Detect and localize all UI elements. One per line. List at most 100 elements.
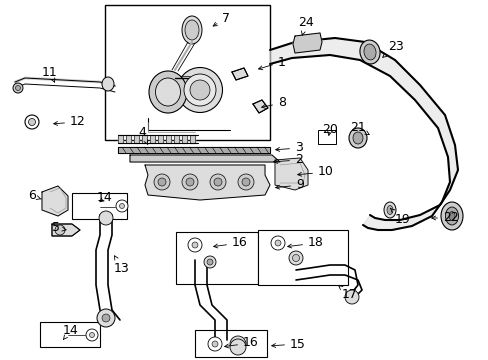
Polygon shape [118,147,269,153]
Bar [195,330,266,357]
Ellipse shape [209,174,225,190]
Ellipse shape [383,202,395,218]
Ellipse shape [348,128,366,148]
Text: 9: 9 [275,179,303,192]
Text: 21: 21 [349,121,368,135]
Text: 18: 18 [287,237,323,249]
Circle shape [274,240,281,246]
Circle shape [55,225,65,235]
Polygon shape [231,68,247,80]
Bar [258,230,347,285]
Circle shape [345,290,358,304]
Bar [105,5,269,140]
Circle shape [116,200,128,212]
Text: 22: 22 [431,211,458,225]
Ellipse shape [13,83,23,93]
Polygon shape [145,165,269,200]
Circle shape [89,333,94,338]
Text: 1: 1 [258,55,285,70]
Polygon shape [118,135,123,143]
Ellipse shape [242,178,249,186]
Circle shape [229,336,245,352]
Text: 17: 17 [338,285,357,301]
Circle shape [28,118,36,126]
Ellipse shape [292,255,299,261]
Bar [72,193,127,219]
Polygon shape [292,33,321,53]
Ellipse shape [386,206,392,215]
Text: 14: 14 [97,192,113,204]
Text: 7: 7 [213,12,229,26]
Text: 4: 4 [138,126,147,145]
Ellipse shape [445,207,458,225]
Circle shape [99,211,113,225]
Ellipse shape [149,71,186,113]
Text: 16: 16 [224,337,258,350]
Text: 8: 8 [261,96,285,109]
Ellipse shape [184,20,199,40]
Circle shape [212,341,218,347]
Circle shape [187,238,202,252]
Polygon shape [190,135,195,143]
Ellipse shape [182,16,202,44]
Polygon shape [274,158,307,190]
Polygon shape [142,135,147,143]
Text: 5: 5 [52,221,66,234]
Circle shape [97,309,115,327]
Text: 20: 20 [321,123,337,136]
Polygon shape [126,135,131,143]
Ellipse shape [352,132,362,144]
Polygon shape [158,135,163,143]
Polygon shape [165,135,171,143]
Text: 16: 16 [213,237,247,249]
Text: 11: 11 [42,66,58,82]
Ellipse shape [183,74,216,106]
Polygon shape [134,135,139,143]
Ellipse shape [182,174,198,190]
Text: 24: 24 [297,15,313,35]
Polygon shape [174,135,179,143]
Ellipse shape [185,178,194,186]
Circle shape [270,236,285,250]
Text: 12: 12 [54,116,85,129]
Ellipse shape [238,174,253,190]
Text: 14: 14 [63,324,79,339]
Bar [176,232,258,284]
Bar [40,322,100,347]
Ellipse shape [440,202,462,230]
Text: 15: 15 [271,338,305,351]
Ellipse shape [190,80,209,100]
Text: 19: 19 [390,208,410,226]
Ellipse shape [206,259,213,265]
Ellipse shape [288,251,303,265]
Polygon shape [42,186,68,216]
Polygon shape [130,155,280,162]
Circle shape [207,337,222,351]
Ellipse shape [102,77,114,91]
Text: 6: 6 [28,189,41,202]
Text: 23: 23 [382,40,403,57]
Text: 13: 13 [114,256,129,274]
Ellipse shape [155,78,180,106]
Polygon shape [52,224,80,236]
Circle shape [86,329,98,341]
Text: 3: 3 [275,141,302,154]
Circle shape [229,339,245,355]
Circle shape [234,341,241,347]
Polygon shape [269,38,457,230]
Ellipse shape [203,256,216,268]
Circle shape [102,314,110,322]
Ellipse shape [214,178,222,186]
Polygon shape [150,135,155,143]
Ellipse shape [177,68,222,112]
Circle shape [25,115,39,129]
Bar [317,130,335,144]
Ellipse shape [154,174,170,190]
Circle shape [119,203,124,208]
Ellipse shape [448,211,454,220]
Circle shape [192,242,198,248]
Polygon shape [182,135,186,143]
Text: 2: 2 [273,153,302,166]
Text: 10: 10 [297,166,333,179]
Ellipse shape [16,85,20,90]
